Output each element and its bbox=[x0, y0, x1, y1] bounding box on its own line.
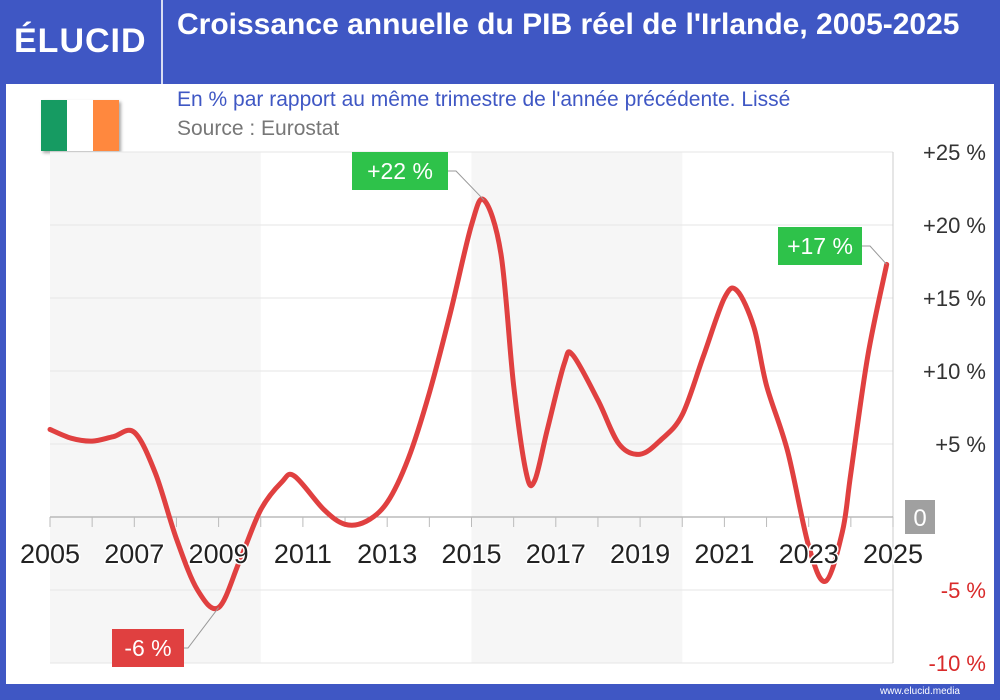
y-tick-label: -5 % bbox=[941, 578, 986, 603]
chart-source: Source : Eurostat bbox=[177, 117, 340, 140]
x-tick-label: 2013 bbox=[357, 539, 417, 569]
annotation-label: +22 % bbox=[367, 158, 433, 184]
chart-title: Croissance annuelle du PIB réel de l'Irl… bbox=[177, 8, 960, 41]
shaded-period bbox=[471, 152, 683, 663]
x-tick-label: 2005 bbox=[20, 539, 80, 569]
series-line bbox=[47, 196, 890, 612]
x-tick-label: 2019 bbox=[610, 539, 670, 569]
chart-subtitle: En % par rapport au même trimestre de l'… bbox=[177, 88, 791, 111]
x-tick-label: 2021 bbox=[694, 539, 754, 569]
y-tick-label: +25 % bbox=[923, 140, 986, 165]
annotation-leader bbox=[862, 245, 888, 265]
shaded-period bbox=[50, 152, 261, 663]
y-tick-label: +10 % bbox=[923, 359, 986, 384]
x-tick-label: 2025 bbox=[863, 539, 923, 569]
x-tick-label: 2023 bbox=[779, 539, 839, 569]
annotation-box bbox=[112, 629, 184, 667]
credit-link[interactable]: www.elucid.media bbox=[879, 686, 960, 697]
y-tick-label: -10 % bbox=[929, 651, 986, 676]
elucid-logo: ÉLUCID bbox=[14, 22, 147, 60]
annotation-leader bbox=[448, 170, 485, 201]
header-divider bbox=[161, 0, 163, 84]
annotation-label: -6 % bbox=[124, 635, 171, 661]
y-tick-label: 0 bbox=[913, 505, 926, 532]
x-tick-label: 2015 bbox=[441, 539, 501, 569]
x-tick-label: 2009 bbox=[189, 539, 249, 569]
annotation-leader bbox=[184, 607, 219, 649]
x-tick-label: 2011 bbox=[274, 539, 332, 569]
y-tick-label: +15 % bbox=[923, 286, 986, 311]
y-tick-label: +20 % bbox=[923, 213, 986, 238]
annotation-box bbox=[352, 152, 448, 190]
x-tick-label: 2007 bbox=[104, 539, 164, 569]
x-tick-label: 2017 bbox=[526, 539, 586, 569]
annotation-label: +17 % bbox=[787, 233, 853, 259]
ireland-flag-icon bbox=[41, 100, 119, 151]
y-tick-label: +5 % bbox=[935, 432, 986, 457]
zero-label-box bbox=[905, 500, 935, 534]
annotation-box bbox=[778, 227, 862, 265]
